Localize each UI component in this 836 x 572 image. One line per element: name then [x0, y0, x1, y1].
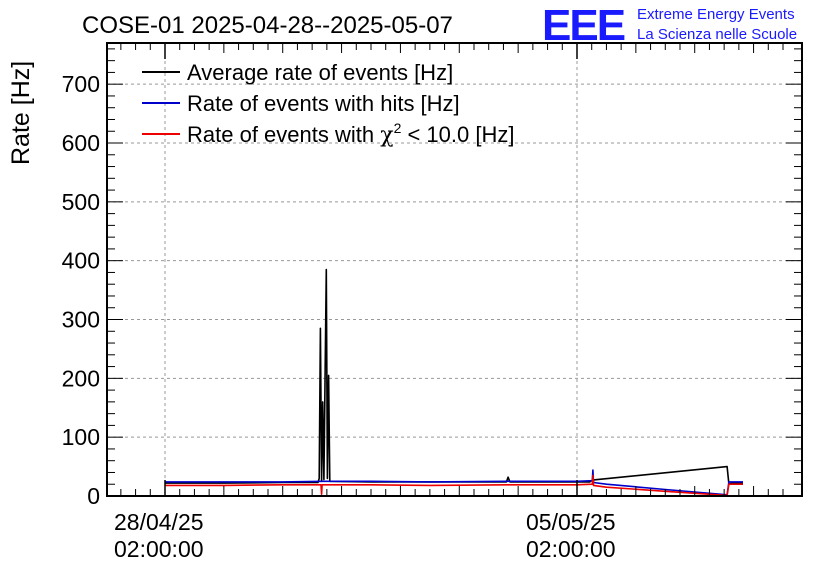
y-axis-label: Rate [Hz] [7, 61, 35, 165]
x-tick-label: 28/04/25 [114, 509, 204, 535]
logo-mark: EEE [542, 1, 625, 50]
chart-title: COSE-01 2025-04-28--2025-05-07 [82, 12, 453, 39]
x-tick-label: 02:00:00 [526, 536, 616, 562]
plot-frame [106, 42, 803, 497]
eee-logo: EEE Extreme Energy Events La Scienza nel… [542, 1, 797, 50]
ticks [107, 43, 802, 497]
y-tick-label: 100 [62, 424, 100, 450]
legend-chi2-suffix: < 10.0 [Hz] [401, 122, 514, 147]
series-layer [165, 268, 743, 497]
y-tick-label: 200 [62, 365, 100, 391]
legend-label-hits: Rate of events with hits [Hz] [187, 91, 460, 116]
y-tick-label: 700 [62, 71, 100, 97]
y-tick-labels: 0 100 200 300 400 500 600 700 [62, 71, 100, 509]
series-line-1 [165, 268, 743, 486]
legend: Average rate of events [Hz] Rate of even… [142, 60, 514, 148]
y-tick-label: 500 [62, 189, 100, 215]
logo-line1: Extreme Energy Events [637, 6, 795, 23]
logo-line2: La Scienza nelle Scuole [637, 26, 797, 43]
x-tick-label: 05/05/25 [526, 509, 616, 535]
grid [107, 43, 802, 496]
series-line-3 [165, 474, 743, 497]
y-tick-label: 600 [62, 130, 100, 156]
legend-label-average: Average rate of events [Hz] [187, 60, 453, 85]
legend-chi2-sup: 2 [394, 120, 402, 136]
y-tick-label: 0 [87, 483, 100, 509]
legend-label-chi2: Rate of events with χ2 < 10.0 [Hz] [187, 120, 514, 148]
y-tick-label: 400 [62, 248, 100, 274]
legend-chi2-symbol: χ [380, 123, 393, 148]
y-tick-label: 300 [62, 307, 100, 333]
x-tick-label: 02:00:00 [114, 536, 204, 562]
legend-chi2-prefix: Rate of events with [187, 122, 380, 147]
